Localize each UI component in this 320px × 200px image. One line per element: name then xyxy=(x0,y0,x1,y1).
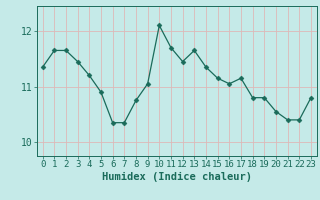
X-axis label: Humidex (Indice chaleur): Humidex (Indice chaleur) xyxy=(102,172,252,182)
